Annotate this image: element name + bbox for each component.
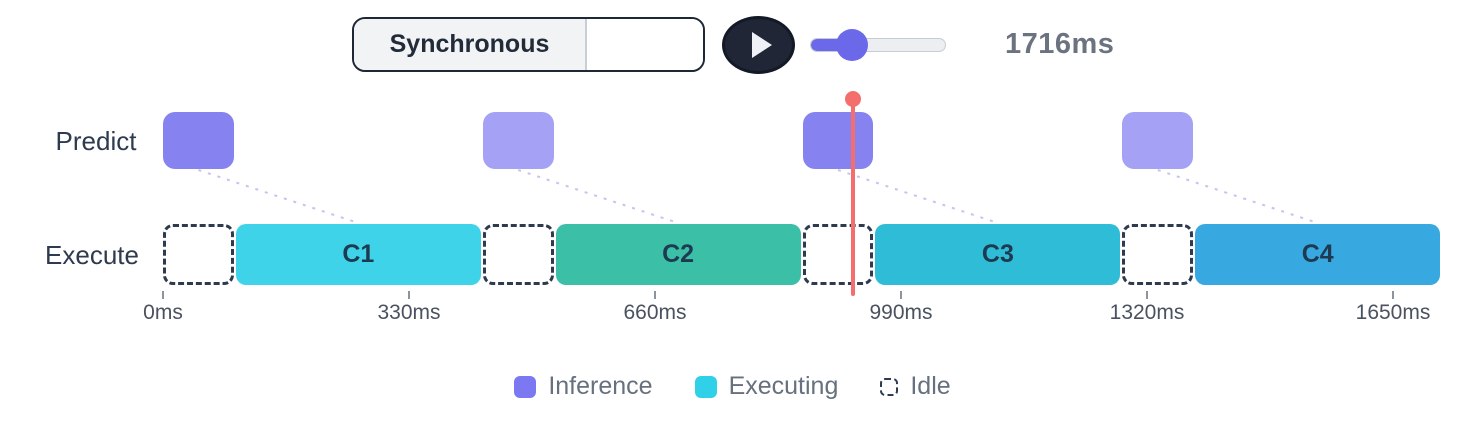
execute-chunk-C4: C4	[1195, 224, 1441, 285]
axis-tick-label: 1650ms	[1355, 301, 1431, 324]
legend-item-idle: Idle	[880, 372, 951, 401]
axis-tick-label: 990ms	[869, 301, 933, 324]
legend-item-executing: Executing	[694, 372, 839, 401]
slider-track[interactable]	[810, 38, 946, 52]
legend-label: Idle	[910, 372, 951, 400]
playhead-line[interactable]	[851, 100, 856, 296]
play-icon	[751, 32, 772, 58]
execute-chunk-C3: C3	[875, 224, 1121, 285]
inference-block-4	[1122, 112, 1194, 169]
execute-chunk-C2: C2	[555, 224, 801, 285]
connector-line	[517, 169, 679, 224]
axis-tick-label: 0ms	[143, 301, 183, 324]
slider-thumb[interactable]	[836, 29, 868, 61]
mode-option-synchronous[interactable]: Synchronous	[354, 19, 587, 70]
inference-block-3	[802, 112, 874, 169]
predict-row-label: Predict	[55, 126, 137, 156]
execute-chunk-C1: C1	[235, 224, 481, 285]
idle-box	[482, 224, 554, 285]
legend-label: Inference	[548, 372, 653, 400]
axis-tick	[654, 291, 656, 299]
connector-line	[1157, 169, 1319, 224]
legend-item-inference: Inference	[514, 372, 653, 401]
axis-tick-label: 660ms	[623, 301, 687, 324]
time-display: 1716ms	[1005, 28, 1115, 60]
axis-tick	[1146, 291, 1148, 299]
axis-tick	[1392, 291, 1394, 299]
inference-block-2	[482, 112, 554, 169]
execute-row-label: Execute	[45, 240, 139, 270]
speed-slider[interactable]	[808, 25, 948, 65]
inference-block-1	[163, 112, 234, 169]
idle-swatch-icon	[880, 377, 899, 396]
axis-tick	[162, 291, 164, 299]
axis-tick	[900, 291, 902, 299]
axis-tick-label: 1320ms	[1109, 301, 1185, 324]
idle-box	[163, 224, 234, 285]
playhead-handle[interactable]	[845, 91, 862, 107]
legend-label: Executing	[728, 372, 839, 400]
inference-swatch-icon	[514, 375, 537, 398]
executing-swatch-icon	[694, 375, 717, 398]
axis-tick	[408, 291, 410, 299]
axis-tick-label: 330ms	[377, 301, 441, 324]
play-button[interactable]	[722, 16, 795, 74]
legend: Inference Executing Idle	[0, 372, 1465, 401]
connector-line	[837, 169, 999, 224]
idle-box	[802, 224, 874, 285]
mode-option-empty[interactable]	[587, 19, 703, 70]
mode-selector[interactable]: Synchronous	[352, 17, 705, 72]
idle-box	[1122, 224, 1194, 285]
connector-line	[198, 169, 359, 224]
